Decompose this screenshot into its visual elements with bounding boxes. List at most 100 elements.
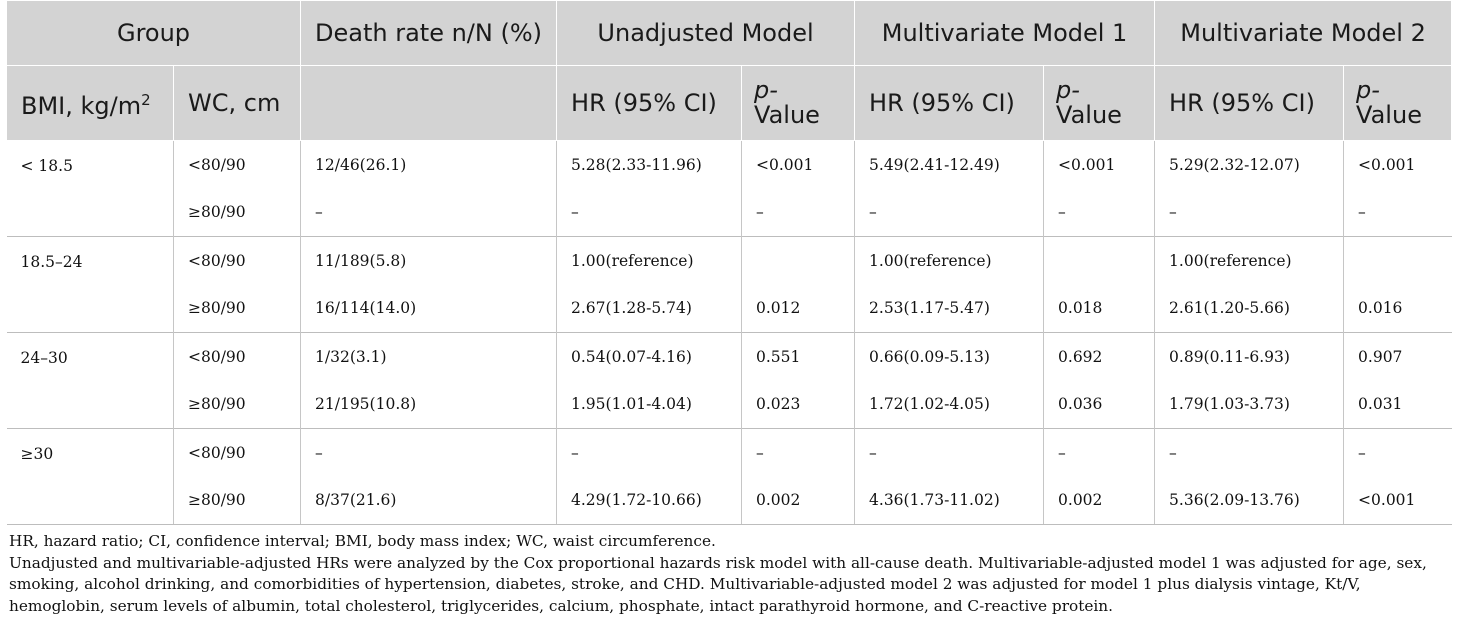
table-row: < 18.5 <80/90 12/46(26.1) 5.28(2.33-11.9… bbox=[6, 140, 1452, 237]
bmi-cell: 24–30 bbox=[6, 332, 174, 429]
p-italic: p- bbox=[1056, 76, 1080, 104]
hr-model-1-cell: 0.66(0.09-5.13) bbox=[854, 332, 1045, 381]
death-rate-cell: 21/195(10.8) bbox=[300, 380, 558, 429]
p-model-1-cell: 0.036 bbox=[1043, 380, 1156, 429]
p-model-2-cell bbox=[1343, 236, 1452, 285]
header-hr-model-1: HR (95% CI) bbox=[854, 65, 1045, 141]
p-model-2-cell: – bbox=[1358, 203, 1366, 222]
wc-cell: <80/90 bbox=[173, 428, 302, 477]
p-value-word: Value bbox=[1056, 101, 1122, 129]
header-multivariate-model-1: Multivariate Model 1 bbox=[854, 0, 1156, 66]
header-p-value-model-2: p- Value bbox=[1343, 65, 1453, 141]
p-unadjusted-cell: 0.551 bbox=[741, 332, 856, 381]
table-footnotes: HR, hazard ratio; CI, confidence interva… bbox=[6, 531, 1451, 617]
p-unadjusted-cell: – bbox=[741, 428, 856, 477]
hr-model-1-cell: 2.53(1.17-5.47) bbox=[854, 284, 1045, 333]
p-model-2-cell: 0.907 bbox=[1343, 332, 1452, 381]
header-unadjusted-model: Unadjusted Model bbox=[556, 0, 856, 66]
p-model-1-cell: – bbox=[1043, 428, 1156, 477]
hr-model-2-cell: 5.36(2.09-13.76) bbox=[1154, 476, 1345, 525]
p-value-word: Value bbox=[1356, 101, 1422, 129]
p-model-1-cell: 0.692 bbox=[1043, 332, 1156, 381]
death-rate-cell: 1/32(3.1) bbox=[300, 332, 558, 381]
p-unadjusted-cell: 0.023 bbox=[741, 380, 856, 429]
p-unadjusted-cell: 0.002 bbox=[741, 476, 856, 525]
p-italic: p- bbox=[754, 76, 778, 104]
hr-model-2-cell: 1.00(reference) bbox=[1154, 236, 1345, 285]
p-model-2-cell: 0.016 bbox=[1358, 299, 1403, 318]
death-rate-cell: – bbox=[300, 428, 558, 477]
hr-model-2-cell: – bbox=[1154, 188, 1345, 237]
hr-unadjusted-cell: – bbox=[556, 188, 743, 237]
wc-cell: <80/90 bbox=[173, 140, 302, 189]
hr-model-2-cell: – bbox=[1154, 428, 1345, 477]
hr-unadjusted-cell: 0.54(0.07-4.16) bbox=[556, 332, 743, 381]
death-rate-cell: 8/37(21.6) bbox=[300, 476, 558, 525]
header-row-2: BMI, kg/m2 WC, cm HR (95% CI) p- Value HR… bbox=[6, 65, 1453, 141]
p-model-2-cell: 0.031 bbox=[1358, 395, 1403, 414]
hr-model-2-cell: 1.79(1.03-3.73) bbox=[1154, 380, 1345, 429]
hr-model-1-cell: 1.72(1.02-4.05) bbox=[854, 380, 1045, 429]
header-group: Group bbox=[5, 0, 302, 66]
results-table: Group Death rate n/N (%) Unadjusted Mode… bbox=[5, 0, 1453, 525]
hr-unadjusted-cell: – bbox=[556, 428, 743, 477]
header-hr-unadjusted: HR (95% CI) bbox=[556, 65, 743, 141]
header-p-value-unadjusted: p- Value bbox=[741, 65, 856, 141]
hr-model-2-cell: 2.61(1.20-5.66) bbox=[1154, 284, 1345, 333]
wc-cell: ≥80/90 bbox=[173, 476, 302, 525]
hr-model-2-cell: 0.89(0.11-6.93) bbox=[1154, 332, 1345, 381]
header-death-rate: Death rate n/N (%) bbox=[300, 0, 558, 66]
table-row: ≥80/90 21/195(10.8) 1.95(1.01-4.04) 0.02… bbox=[7, 380, 1452, 429]
table-body: < 18.5 <80/90 12/46(26.1) 5.28(2.33-11.9… bbox=[6, 140, 1452, 525]
p-model-1-cell: 0.018 bbox=[1043, 284, 1156, 333]
hr-model-1-cell: 4.36(1.73-11.02) bbox=[854, 476, 1045, 525]
death-rate-cell: 16/114(14.0) bbox=[300, 284, 558, 333]
wc-cell: ≥80/90 bbox=[173, 380, 302, 429]
header-bmi-superscript: 2 bbox=[141, 90, 151, 109]
p-model-1-cell bbox=[1043, 236, 1156, 285]
header-empty bbox=[300, 65, 558, 141]
wc-cell: ≥80/90 bbox=[173, 284, 302, 333]
table-row: ≥30 <80/90 – – – – – – – bbox=[6, 428, 1452, 525]
p-italic: p- bbox=[1356, 76, 1380, 104]
table-container: Group Death rate n/N (%) Unadjusted Mode… bbox=[5, 0, 1453, 617]
table-row: ≥80/90 – – – – – – – bbox=[7, 188, 1452, 237]
footnote-methods: Unadjusted and multivariable-adjusted HR… bbox=[9, 553, 1427, 615]
hr-unadjusted-cell: 4.29(1.72-10.66) bbox=[556, 476, 743, 525]
table-row: 24–30 <80/90 1/32(3.1) 0.54(0.07-4.16) 0… bbox=[6, 332, 1452, 429]
death-rate-cell: – bbox=[300, 188, 558, 237]
hr-model-1-cell: – bbox=[854, 428, 1045, 477]
hr-model-1-cell: 1.00(reference) bbox=[854, 236, 1045, 285]
p-unadjusted-cell bbox=[741, 236, 856, 285]
p-model-2-cell: – bbox=[1343, 428, 1452, 477]
bmi-cell: ≥30 bbox=[6, 428, 174, 525]
death-rate-cell: 12/46(26.1) bbox=[300, 140, 558, 189]
header-wc: WC, cm bbox=[172, 65, 302, 141]
hr-model-1-cell: – bbox=[854, 188, 1045, 237]
p-model-2-cell: <0.001 bbox=[1343, 476, 1452, 525]
header-p-value-model-1: p- Value bbox=[1043, 65, 1156, 141]
death-rate-cell: 11/189(5.8) bbox=[300, 236, 558, 285]
header-bmi-text: BMI, kg/m bbox=[21, 91, 142, 120]
wc-cell: <80/90 bbox=[173, 332, 302, 381]
bmi-cell: 18.5–24 bbox=[6, 236, 174, 333]
table-row: 18.5–24 <80/90 11/189(5.8) 1.00(referenc… bbox=[6, 236, 1452, 333]
footnote-abbreviations: HR, hazard ratio; CI, confidence interva… bbox=[9, 532, 716, 550]
p-unadjusted-cell: <0.001 bbox=[741, 140, 856, 189]
table-row: ≥80/90 16/114(14.0) 2.67(1.28-5.74) 0.01… bbox=[7, 284, 1452, 333]
hr-unadjusted-cell: 5.28(2.33-11.96) bbox=[556, 140, 743, 189]
p-unadjusted-cell: 0.012 bbox=[741, 284, 856, 333]
p-unadjusted-cell: – bbox=[741, 188, 856, 237]
table-row: ≥80/90 8/37(21.6) 4.29(1.72-10.66) 0.002… bbox=[7, 476, 1452, 525]
header-row-1: Group Death rate n/N (%) Unadjusted Mode… bbox=[5, 0, 1453, 66]
p-value-word: Value bbox=[754, 101, 820, 129]
hr-unadjusted-cell: 2.67(1.28-5.74) bbox=[556, 284, 743, 333]
hr-model-1-cell: 5.49(2.41-12.49) bbox=[854, 140, 1045, 189]
p-model-1-cell: <0.001 bbox=[1043, 140, 1156, 189]
p-model-1-cell: 0.002 bbox=[1043, 476, 1156, 525]
hr-unadjusted-cell: 1.95(1.01-4.04) bbox=[556, 380, 743, 429]
header-multivariate-model-2: Multivariate Model 2 bbox=[1154, 0, 1453, 66]
p-model-2-cell: <0.001 bbox=[1343, 140, 1452, 189]
wc-cell: ≥80/90 bbox=[173, 188, 302, 237]
p-model-1-cell: – bbox=[1043, 188, 1156, 237]
